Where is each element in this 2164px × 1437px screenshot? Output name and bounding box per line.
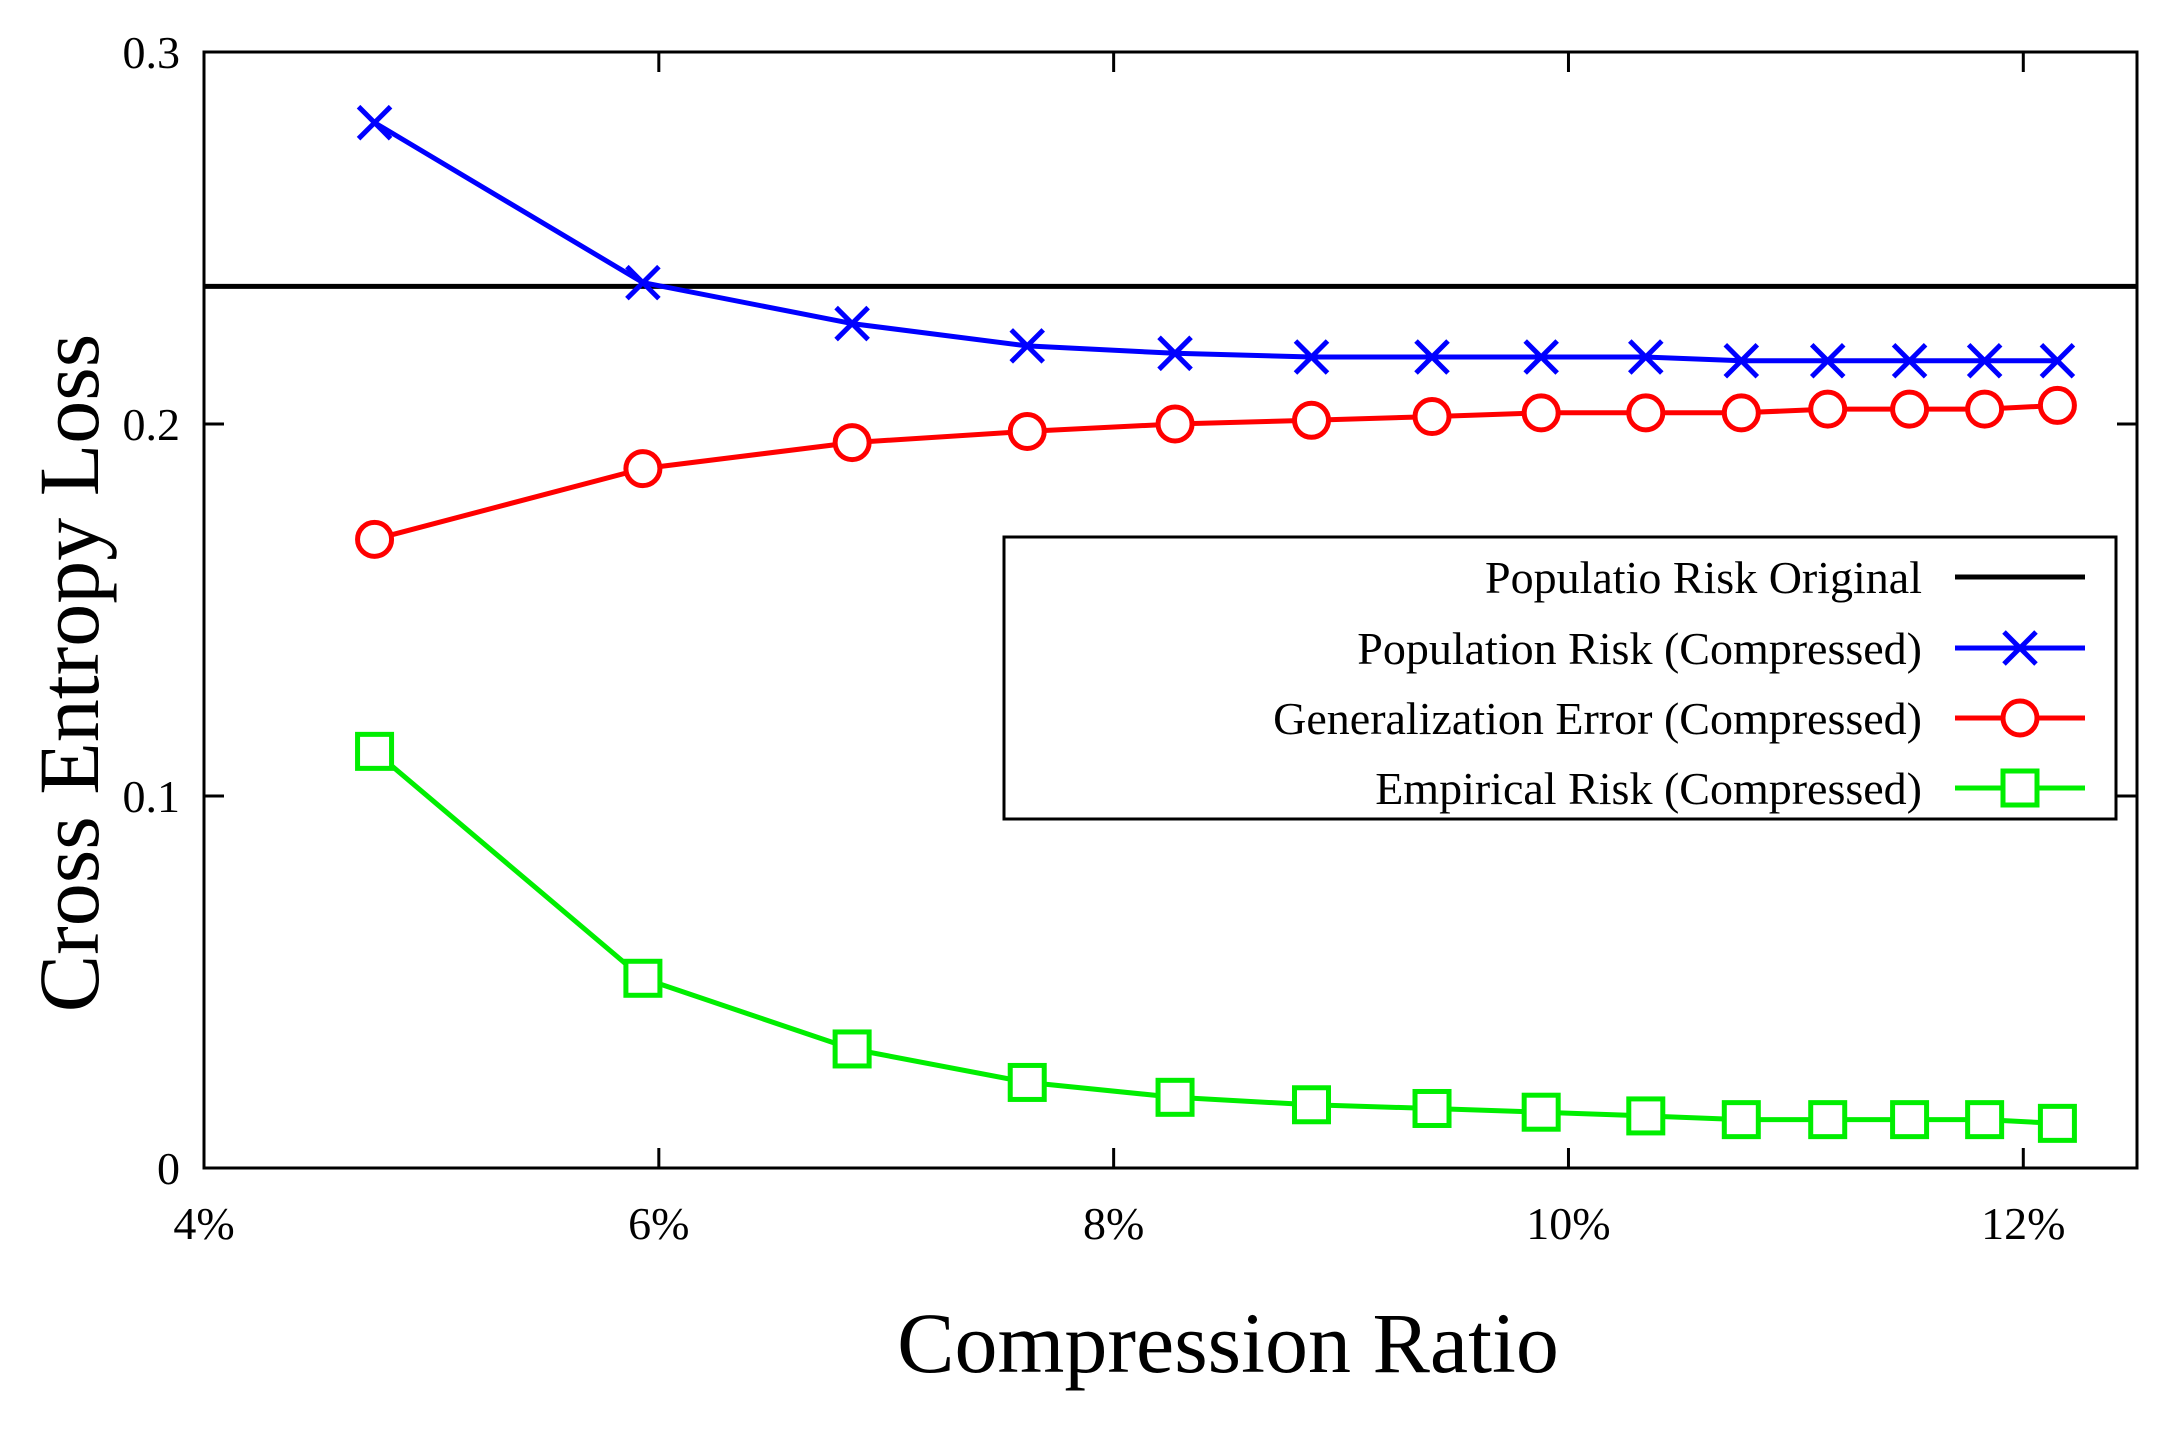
y-tick-label: 0.3 [123,27,181,78]
series-1-point [1966,342,2003,379]
series-2-point [832,423,872,463]
series-3-point [2037,1103,2077,1143]
x-tick-label: 6% [628,1198,689,1249]
series-2-point [1808,389,1848,429]
series-2-point [1721,393,1761,433]
series-layer [355,104,2077,1143]
series-2-point [1626,393,1666,433]
series-3-point [1965,1100,2005,1140]
series-line-1 [373,120,2058,364]
series-3-point [1808,1100,1848,1140]
series-1-point [2039,342,2076,379]
series-2-point [1007,411,1047,451]
series-2-point [2037,385,2077,425]
tick-labels: 4% 6% 8% 10% 12% 0 0.1 0.2 0.3 [123,27,2066,1249]
legend-label: Generalization Error (Compressed) [1273,693,1922,744]
x-axis-title: Compression Ratio [897,1295,1559,1391]
legend-label: Population Risk (Compressed) [1357,623,1922,674]
y-axis-title: Cross Entropy Loss [21,334,117,1012]
series-3-point [1521,1092,1561,1132]
series-2-point [355,519,395,559]
x-tick-label: 8% [1083,1198,1144,1249]
series-1-point [1157,335,1193,372]
series-1-point [1414,339,1450,375]
legend: Populatio Risk Original Population Risk (… [1002,535,2118,821]
plot-frame [202,50,2139,1170]
series-1-point [1891,342,1928,379]
series-3-point [1291,1085,1331,1125]
series-3-point [1007,1062,1047,1102]
series-3-point [355,731,395,771]
legend-marker [2000,698,2040,738]
series-2-point [1965,389,2005,429]
series-2-point [1155,404,1195,444]
series-2-point [1521,393,1561,433]
series-1-point [1523,339,1559,375]
legend-label: Populatio Risk Original [1485,552,1922,603]
series-1-point [356,104,393,141]
series-3-point [1890,1100,1930,1140]
series-1-point [1809,342,1846,379]
series-3-point [832,1029,872,1069]
series-1-point [1628,339,1664,375]
series-1-point [1723,342,1760,379]
series-3-point [1721,1100,1761,1140]
legend-marker [2002,630,2038,666]
series-2-point [1412,397,1452,437]
y-tick-label: 0.1 [123,771,181,822]
series-2-point [1291,400,1331,440]
x-tick-label: 12% [1981,1198,2065,1249]
series-2-point [1890,389,1930,429]
y-tick-label: 0.2 [123,399,181,450]
series-1-point [1293,339,1330,375]
series-3-point [1626,1096,1666,1136]
series-1-point [625,264,661,301]
series-3-point [1155,1077,1195,1117]
legend-marker [2000,768,2040,808]
series-1-point [834,305,870,342]
series-3-point [1412,1088,1452,1128]
x-tick-label: 4% [173,1198,234,1249]
series-1-point [1009,328,1045,364]
legend-box [1002,535,2118,821]
series-2-point [623,449,663,489]
x-tick-label: 10% [1526,1198,1610,1249]
frame-layer [202,50,2139,1170]
legend-label: Empirical Risk (Compressed) [1375,763,1922,814]
y-tick-label: 0 [157,1143,180,1194]
series-3-point [623,958,663,998]
